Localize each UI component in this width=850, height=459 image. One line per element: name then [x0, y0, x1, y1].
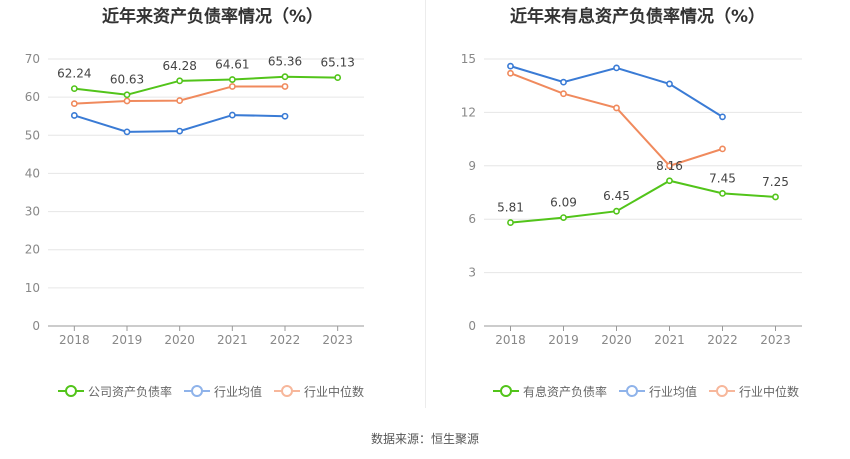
left-data-label: 64.61 [215, 58, 249, 72]
legend-item-industry-mean[interactable]: 行业均值 [184, 383, 262, 400]
left-series-point-1 [281, 112, 289, 120]
chart-divider [425, 0, 426, 408]
left-series-point-2 [123, 97, 131, 105]
right-x-tick-label: 2020 [601, 333, 632, 347]
right-series-point-0 [719, 189, 726, 197]
right-series-line-2 [510, 72, 723, 167]
left-series-point-2 [228, 83, 236, 90]
left-series-point-0 [123, 91, 131, 99]
left-y-tick-label: 40 [25, 166, 40, 180]
right-series-point-0 [560, 214, 567, 221]
left-series-point-1 [176, 127, 184, 135]
right-y-tick-label: 3 [468, 266, 476, 280]
right-series-point-2 [507, 69, 514, 77]
right-data-label: 7.25 [762, 175, 789, 189]
legend-label: 行业均值 [214, 384, 263, 399]
left-series-line-0 [74, 75, 338, 96]
right-y-tick-label: 0 [468, 319, 476, 333]
left-x-tick-label: 2018 [59, 333, 90, 347]
left-series-point-0 [70, 85, 78, 92]
right-data-label: 6.09 [550, 196, 577, 210]
left-x-tick-label: 2022 [270, 333, 301, 347]
left-series-point-2 [281, 83, 289, 90]
right-series-point-2 [560, 90, 567, 98]
right-series-point-2 [666, 162, 673, 170]
right-series-point-2 [613, 104, 620, 112]
right-series-point-1 [560, 78, 567, 86]
legend-line-circle-icon [493, 384, 519, 398]
data-source: 数据来源：恒生聚源 [370, 432, 479, 446]
left-series-point-0 [281, 73, 289, 81]
legend-label: 行业均值 [649, 384, 698, 399]
legend-item-industry-median[interactable]: 行业中位数 [274, 383, 364, 400]
legend-line-circle-icon [274, 384, 301, 398]
left-y-tick-label: 30 [25, 205, 40, 219]
right-series-point-0 [507, 219, 514, 226]
right-x-tick-label: 2019 [548, 333, 579, 347]
left-x-tick-label: 2023 [322, 333, 353, 347]
legend-line-circle-icon [184, 384, 211, 398]
legend-item-interest-debt-ratio[interactable]: 有息资产负债率 [493, 383, 607, 400]
legend-label: 行业中位数 [739, 384, 800, 399]
right-series-point-1 [666, 80, 673, 88]
left-y-tick-label: 50 [25, 128, 40, 142]
right-y-tick-label: 12 [461, 105, 476, 119]
legend-item-industry-mean[interactable]: 行业均值 [619, 383, 697, 400]
left-y-tick-label: 60 [25, 90, 40, 104]
right-data-label: 8.16 [656, 159, 683, 173]
right-series-point-2 [719, 145, 726, 153]
legend-label: 行业中位数 [304, 384, 365, 399]
left-series-point-0 [228, 76, 236, 83]
left-series-point-2 [70, 100, 78, 108]
left-series-point-1 [70, 112, 78, 119]
left-x-tick-label: 2020 [164, 333, 195, 347]
right-series-point-0 [613, 207, 620, 215]
left-series-point-0 [334, 74, 342, 81]
right-data-label: 7.45 [709, 171, 736, 185]
right-y-tick-label: 15 [461, 52, 476, 66]
left-series-point-1 [123, 128, 131, 136]
left-series-point-2 [176, 97, 184, 104]
legend-line-circle-icon [709, 384, 736, 398]
right-x-tick-label: 2021 [654, 333, 685, 347]
left-y-tick-label: 10 [25, 281, 40, 295]
right-series-point-1 [507, 62, 514, 70]
legend-line-circle-icon [58, 384, 84, 398]
left-data-label: 60.63 [110, 73, 144, 87]
right-series-point-1 [719, 113, 726, 121]
legend-item-company-debt-ratio[interactable]: 公司资产负债率 [58, 383, 172, 400]
left-x-tick-label: 2021 [217, 333, 248, 347]
legend-label: 有息资产负债率 [523, 384, 608, 399]
right-series-point-0 [666, 177, 673, 185]
left-data-label: 65.36 [268, 55, 302, 69]
left-chart-legend: 公司资产负债率 行业均值 行业中位数 [58, 381, 376, 401]
left-y-tick-label: 0 [32, 319, 40, 333]
right-chart-legend: 有息资产负债率 行业均值 行业中位数 [493, 381, 811, 401]
right-y-tick-label: 6 [468, 212, 476, 226]
left-series-point-0 [176, 77, 184, 85]
left-y-tick-label: 20 [25, 243, 40, 257]
right-x-tick-label: 2022 [707, 333, 738, 347]
right-y-tick-label: 9 [468, 159, 476, 173]
left-x-tick-label: 2019 [112, 333, 143, 347]
right-data-label: 6.45 [603, 189, 630, 203]
right-x-tick-label: 2023 [760, 333, 791, 347]
right-series-point-0 [772, 193, 779, 201]
left-y-tick-label: 70 [25, 52, 40, 66]
left-data-label: 62.24 [57, 67, 91, 81]
right-data-label: 5.81 [497, 201, 524, 215]
legend-item-industry-median[interactable]: 行业中位数 [709, 383, 799, 400]
right-chart-title: 近年来有息资产负债率情况（%） [509, 7, 766, 27]
left-data-label: 64.28 [162, 59, 196, 73]
right-x-tick-label: 2018 [495, 333, 526, 347]
legend-line-circle-icon [619, 384, 646, 398]
right-series-line-0 [510, 179, 776, 224]
left-series-point-1 [228, 111, 236, 119]
legend-label: 公司资产负债率 [88, 384, 173, 399]
left-data-label: 65.13 [320, 56, 354, 70]
left-chart-title: 近年来资产负债率情况（%） [101, 7, 324, 27]
right-series-point-1 [613, 64, 620, 72]
